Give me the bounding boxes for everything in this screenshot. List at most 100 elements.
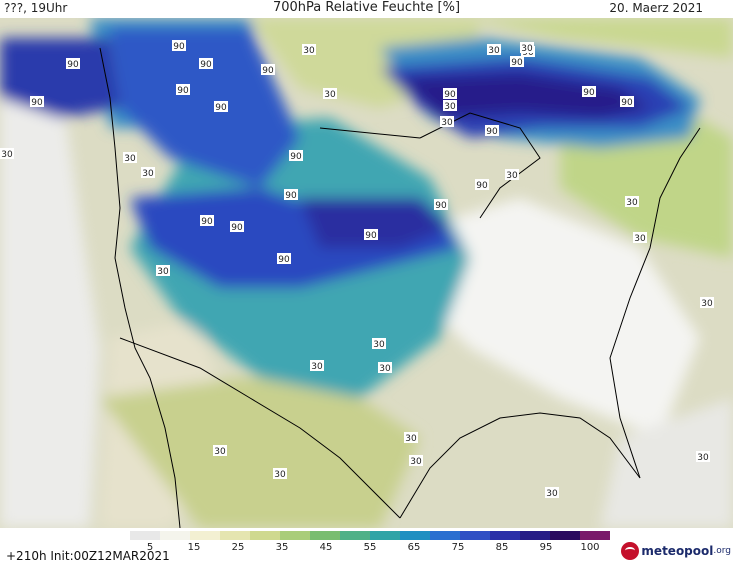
contour-label-30: 30 bbox=[156, 265, 170, 277]
svg-text:30: 30 bbox=[311, 362, 323, 372]
meteopool-logo[interactable]: meteopool .org bbox=[621, 540, 731, 562]
contour-label-30: 30 bbox=[625, 196, 639, 208]
svg-text:90: 90 bbox=[290, 152, 302, 162]
contour-label-90: 90 bbox=[30, 96, 44, 108]
svg-text:90: 90 bbox=[200, 60, 212, 70]
contour-label-90: 90 bbox=[200, 215, 214, 227]
colorbar-segment bbox=[550, 531, 580, 540]
contour-label-90: 90 bbox=[475, 179, 489, 191]
contour-label-90: 90 bbox=[261, 64, 275, 76]
logo-text: meteopool bbox=[641, 544, 714, 558]
meteopool-logo-icon bbox=[621, 542, 640, 560]
contour-label-30: 30 bbox=[378, 362, 392, 374]
svg-text:90: 90 bbox=[583, 88, 595, 98]
svg-text:90: 90 bbox=[173, 42, 185, 52]
svg-text:30: 30 bbox=[324, 90, 336, 100]
contour-label-30: 30 bbox=[404, 432, 418, 444]
contour-label-30: 30 bbox=[443, 100, 457, 112]
colorbar-tick-label: 95 bbox=[539, 542, 553, 553]
contour-label-90: 90 bbox=[214, 101, 228, 113]
colorbar-tick-label: 100 bbox=[580, 542, 600, 553]
contour-label-30: 30 bbox=[696, 451, 710, 463]
colorbar-segment bbox=[400, 531, 430, 540]
contour-label-90: 90 bbox=[510, 56, 524, 68]
colorbar-tick-label: 45 bbox=[319, 542, 333, 553]
contour-label-90: 90 bbox=[434, 199, 448, 211]
contour-label-30: 30 bbox=[505, 169, 519, 181]
colorbar-tick-label: 65 bbox=[407, 542, 421, 553]
svg-text:30: 30 bbox=[303, 46, 315, 56]
contour-label-30: 30 bbox=[310, 360, 324, 372]
svg-text:90: 90 bbox=[476, 181, 488, 191]
colorbar-tick-label: 35 bbox=[275, 542, 289, 553]
colorbar-tick-label: 5 bbox=[146, 542, 154, 553]
contour-label-30: 30 bbox=[545, 487, 559, 499]
svg-text:90: 90 bbox=[177, 86, 189, 96]
svg-text:30: 30 bbox=[444, 102, 456, 112]
svg-text:30: 30 bbox=[626, 198, 638, 208]
colorbar-segment bbox=[430, 531, 460, 540]
coastlines bbox=[99, 47, 701, 528]
svg-text:30: 30 bbox=[214, 447, 226, 457]
colorbar-segment bbox=[130, 531, 160, 540]
contour-label-90: 90 bbox=[176, 84, 190, 96]
colorbar-tick-label: 55 bbox=[363, 542, 377, 553]
colorbar-segment bbox=[580, 531, 610, 540]
contour-label-90: 90 bbox=[485, 125, 499, 137]
svg-text:30: 30 bbox=[521, 44, 533, 54]
colorbar-segment bbox=[370, 531, 400, 540]
svg-text:90: 90 bbox=[435, 201, 447, 211]
svg-text:90: 90 bbox=[365, 231, 377, 241]
colorbar-segment bbox=[520, 531, 550, 540]
logo-suffix: .org bbox=[713, 546, 731, 556]
colorbar-tick-label: 85 bbox=[495, 542, 509, 553]
svg-text:90: 90 bbox=[262, 66, 274, 76]
humidity-field bbox=[0, 18, 733, 528]
map-header: ???, 19Uhr 700hPa Relative Feuchte [%] 2… bbox=[0, 0, 733, 18]
contour-label-90: 90 bbox=[582, 86, 596, 98]
svg-text:90: 90 bbox=[511, 58, 523, 68]
svg-text:90: 90 bbox=[201, 217, 213, 227]
svg-text:30: 30 bbox=[405, 434, 417, 444]
contour-label-90: 90 bbox=[172, 40, 186, 52]
colorbar-tick-label: 15 bbox=[187, 542, 201, 553]
contour-label-30: 30 bbox=[302, 44, 316, 56]
contour-label-30: 30 bbox=[323, 88, 337, 100]
contour-label-90: 90 bbox=[66, 58, 80, 70]
svg-text:30: 30 bbox=[379, 364, 391, 374]
svg-text:30: 30 bbox=[1, 150, 13, 160]
contour-label-90: 90 bbox=[364, 229, 378, 241]
contour-label-90: 90 bbox=[289, 150, 303, 162]
colorbar-segment bbox=[250, 531, 280, 540]
colorbar-segment bbox=[490, 531, 520, 540]
valid-time-label: ???, 19Uhr bbox=[4, 1, 68, 15]
map-canvas: 90 90 90 90 90 90 90 90 90 90 90 90 90 9… bbox=[0, 18, 733, 528]
svg-text:30: 30 bbox=[488, 46, 500, 56]
contour-label-90: 90 bbox=[620, 96, 634, 108]
svg-text:90: 90 bbox=[486, 127, 498, 137]
svg-text:90: 90 bbox=[67, 60, 79, 70]
contour-label-30: 30 bbox=[520, 42, 534, 54]
colorbar-segment bbox=[310, 531, 340, 540]
valid-date-label: 20. Maerz 2021 bbox=[609, 1, 703, 15]
svg-text:90: 90 bbox=[31, 98, 43, 108]
contour-label-30: 30 bbox=[633, 232, 647, 244]
svg-text:30: 30 bbox=[701, 299, 713, 309]
contour-labels-30: 30 30 30 30 30 30 30 30 30 30 30 30 30 3… bbox=[0, 42, 714, 499]
colorbar-segment bbox=[340, 531, 370, 540]
contour-label-30: 30 bbox=[141, 167, 155, 179]
svg-text:30: 30 bbox=[274, 470, 286, 480]
init-time-label: +210h Init:00Z12MAR2021 bbox=[6, 549, 170, 563]
contour-label-90: 90 bbox=[277, 253, 291, 265]
svg-text:90: 90 bbox=[285, 191, 297, 201]
svg-text:30: 30 bbox=[506, 171, 518, 181]
svg-text:30: 30 bbox=[634, 234, 646, 244]
colorbar-tick-label: 25 bbox=[231, 542, 245, 553]
map-title: 700hPa Relative Feuchte [%] bbox=[272, 0, 461, 15]
colorbar-segment bbox=[160, 531, 190, 540]
svg-text:30: 30 bbox=[142, 169, 154, 179]
svg-text:30: 30 bbox=[157, 267, 169, 277]
contour-label-30: 30 bbox=[409, 455, 423, 467]
svg-text:30: 30 bbox=[410, 457, 422, 467]
colorbar-segment bbox=[190, 531, 220, 540]
